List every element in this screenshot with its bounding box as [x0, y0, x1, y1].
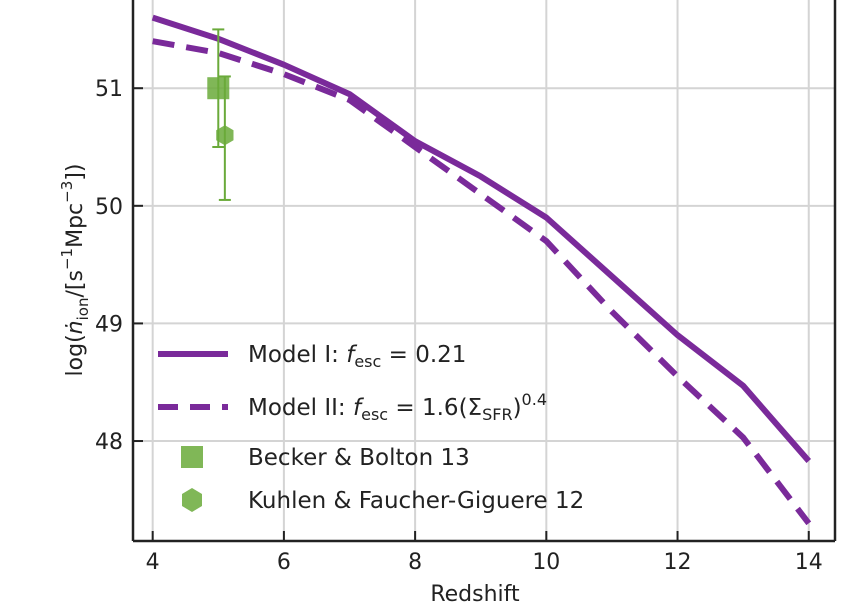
legend-label-obs-1: Becker & Bolton 13 — [248, 445, 470, 471]
y-label-pre: log( — [63, 334, 88, 376]
y-label-sub: ion — [74, 298, 92, 321]
y-tick-label: 50 — [95, 195, 123, 220]
series-line-2 — [152, 38, 812, 526]
y-label-mid: /[s — [63, 270, 88, 297]
obs-square-marker — [207, 77, 230, 100]
legend-square-marker — [181, 446, 203, 468]
y-label-post: ]) — [63, 164, 88, 181]
y-label-mid2: Mpc — [63, 203, 88, 248]
ticks: 4 6 8 10 12 14 48 49 50 51 — [95, 77, 823, 575]
grid — [133, 0, 835, 541]
y-label-sup1: −1 — [58, 248, 76, 270]
x-tick-label: 12 — [664, 550, 692, 575]
y-tick-label: 49 — [95, 312, 123, 337]
legend: Model I: fesc = 0.21 Model II: fesc = 1.… — [158, 342, 584, 514]
series-line-1 — [151, 14, 812, 463]
series-layer — [151, 14, 812, 526]
obs-hexagon-marker — [216, 125, 234, 146]
y-label-symbol: ṅ — [63, 320, 88, 334]
y-label-sup2: −3 — [58, 181, 76, 203]
x-tick-label: 14 — [795, 550, 823, 575]
x-tick-label: 6 — [277, 550, 291, 575]
legend-hexagon-marker — [182, 488, 202, 512]
y-tick-label: 48 — [95, 430, 123, 455]
y-tick-label: 51 — [95, 77, 123, 102]
x-tick-label: 10 — [532, 550, 560, 575]
axes — [131, 0, 837, 543]
legend-label-model-1: Model I: fesc = 0.21 — [248, 342, 466, 371]
x-axis-label: Redshift — [430, 582, 520, 607]
y-axis-label: log(ṅion/[s−1Mpc−3]) — [58, 164, 92, 377]
x-tick-label: 8 — [408, 550, 422, 575]
legend-label-obs-2: Kuhlen & Faucher-Giguere 12 — [248, 488, 584, 514]
x-tick-label: 4 — [146, 550, 160, 575]
observations-layer — [207, 28, 234, 201]
legend-label-model-2: Model II: fesc = 1.6(ΣSFR)0.4 — [248, 390, 547, 424]
